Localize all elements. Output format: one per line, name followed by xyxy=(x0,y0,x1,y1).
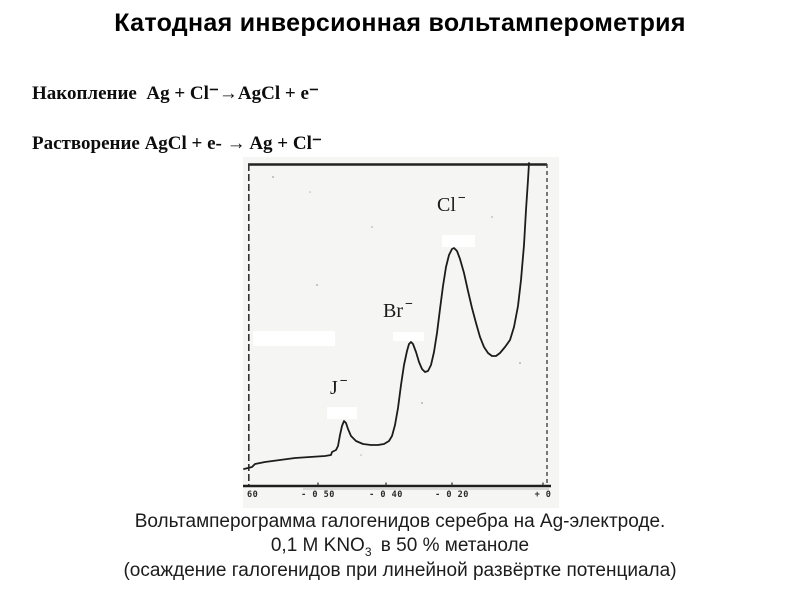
caption-line-3: (осаждение галогенидов при линейной разв… xyxy=(123,560,677,581)
caption-formula: 0,1 М KNO xyxy=(270,534,365,556)
current-curve xyxy=(243,162,530,470)
peak-label-chloride: Cl − xyxy=(437,191,466,218)
kno3-subscript: 3 xyxy=(364,544,372,559)
whiteout-patch xyxy=(442,235,475,247)
caption-line-2: 0,1 М KNO3 в 50 % метаноле xyxy=(3,534,797,560)
whiteout-patches xyxy=(253,235,475,419)
voltammogram-trace xyxy=(243,162,530,470)
peak-label-bromide: Br − xyxy=(383,297,413,324)
plot-frame xyxy=(243,163,551,490)
minus-superscript: − xyxy=(405,297,413,312)
x-tick-label: + 0 xyxy=(535,490,552,500)
whiteout-patch xyxy=(253,331,335,346)
voltammogram-figure: ) 60- 0 50- 0 40- 0 20+ 0 J− Br− Cl− xyxy=(243,157,559,508)
caption-solvent: в 50 % метаноле xyxy=(375,534,530,556)
x-tick-label: - 0 20 xyxy=(435,490,469,500)
ion-symbol: J xyxy=(330,377,338,399)
peak-label-iodide: J − xyxy=(330,374,348,401)
whiteout-patch xyxy=(327,407,357,419)
whiteout-patch xyxy=(393,332,424,341)
ion-symbol: Cl xyxy=(437,194,456,216)
slide-title: Катодная инверсионная вольтамперометрия xyxy=(114,9,686,37)
x-tick-label: ) 60 xyxy=(243,490,258,500)
x-tick-label: - 0 40 xyxy=(369,490,403,500)
equation-dissolution: Растворение AgCl + e- → Ag + Cl⁻ xyxy=(32,133,322,154)
x-axis-ticks: ) 60 - 0 50 - 0 40 - 0 20 + 0 xyxy=(243,482,552,500)
voltammogram-svg: ) 60 - 0 50 - 0 40 - 0 20 + 0 xyxy=(243,162,552,500)
equation-accumulation: Накопление Ag + Cl⁻→AgCl + e⁻ xyxy=(32,83,319,104)
minus-superscript: − xyxy=(339,374,348,389)
x-tick-label: - 0 50 xyxy=(301,490,335,500)
minus-superscript: − xyxy=(457,191,466,206)
figure-caption: Вольтамперограмма галогенидов серебра на… xyxy=(3,510,797,583)
scan-noise-specks xyxy=(272,176,521,456)
ion-symbol: Br xyxy=(383,300,403,322)
caption-line-1: Вольтамперограмма галогенидов серебра на… xyxy=(134,511,666,532)
